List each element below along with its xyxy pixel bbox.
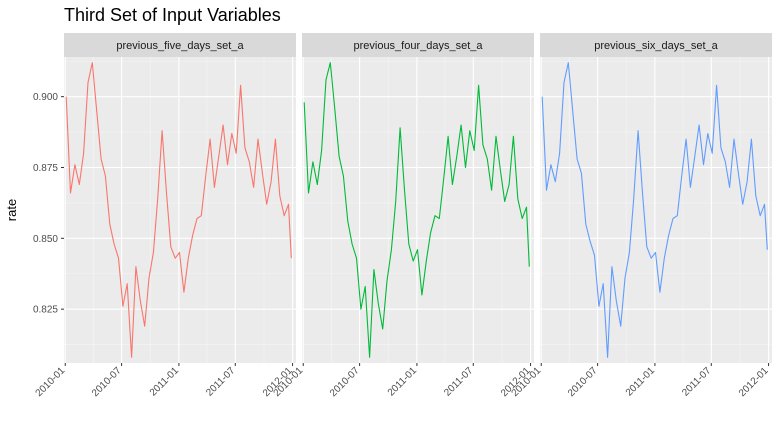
chart-title: Third Set of Input Variables (64, 5, 281, 25)
facet-strip (64, 33, 296, 57)
x-tick-label: 2010-07 (90, 365, 124, 399)
series-line (541, 62, 768, 358)
y-tick-label: 0.850 (33, 234, 58, 245)
facet-strip-label: previous_six_days_set_a (594, 40, 718, 52)
chart-panels: previous_five_days_set_a 2010-01 2010-07 20… (34, 33, 772, 399)
panel-background (64, 57, 296, 363)
facet-strip-label: previous_four_days_set_a (353, 40, 483, 52)
facet-strip (540, 33, 772, 57)
y-axis-title: rate (4, 199, 19, 221)
x-tick-label: 2010-07 (328, 365, 362, 399)
x-tick-label: 2011-01 (386, 365, 420, 399)
panel-background (540, 57, 772, 363)
x-tick-label: 2011-07 (680, 365, 714, 399)
x-tick-label: 2011-07 (204, 365, 238, 399)
y-tick-label: 0.900 (33, 92, 58, 103)
x-tick-label: 2011-01 (148, 365, 182, 399)
y-tick-label: 0.825 (33, 305, 58, 316)
facet-panel: previous_five_days_set_a 2010-01 2010-07 20… (34, 33, 296, 399)
x-tick-label: 2012-01 (737, 365, 771, 399)
series-line (303, 62, 530, 358)
facet-strip (302, 33, 534, 57)
x-tick-label: 2010-01 (34, 365, 68, 399)
x-tick-label: 2011-07 (442, 365, 476, 399)
panel-background (302, 57, 534, 363)
series-line (65, 62, 292, 358)
x-tick-label: 2011-01 (624, 365, 658, 399)
x-tick-label: 2010-07 (566, 365, 600, 399)
y-axis-ticks: 0.825 0.850 0.875 0.900 (33, 92, 64, 316)
facet-strip-label: previous_five_days_set_a (116, 40, 244, 52)
y-tick-label: 0.875 (33, 163, 58, 174)
